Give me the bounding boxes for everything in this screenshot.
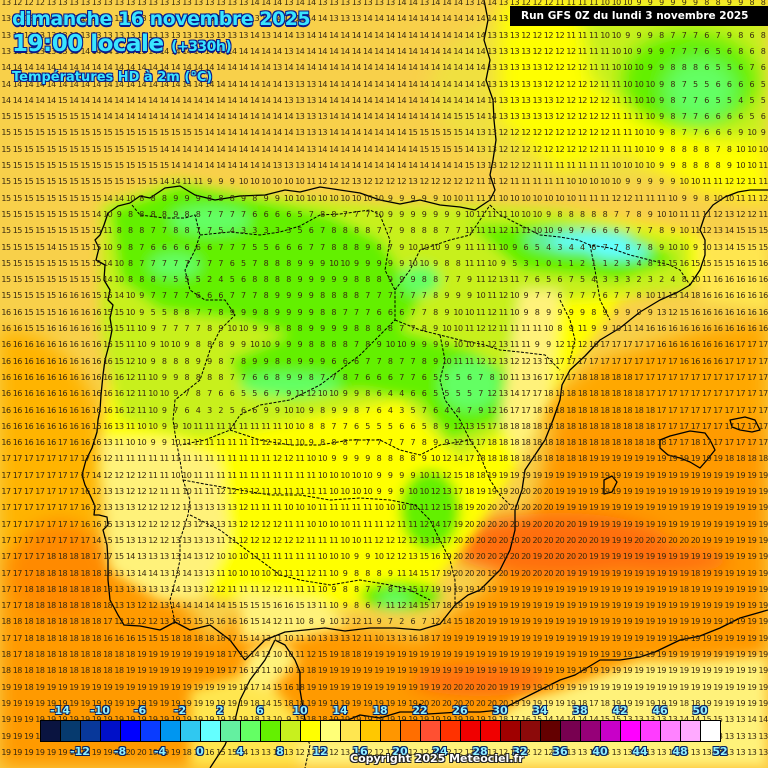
colorbar-swatch bbox=[601, 721, 621, 741]
colorbar-swatch bbox=[241, 721, 261, 741]
colorbar-swatch bbox=[341, 721, 361, 741]
colorbar-top-label: 34 bbox=[525, 704, 555, 717]
colorbar-bottom-label: 40 bbox=[585, 745, 615, 758]
internal-region-9 bbox=[559, 299, 576, 361]
colorbar-swatch bbox=[461, 721, 481, 741]
colorbar-swatch bbox=[541, 721, 561, 741]
colorbar-swatch bbox=[481, 721, 501, 741]
northeast-cool-field bbox=[500, 0, 768, 200]
colorbar-bottom-label: 0 bbox=[185, 745, 215, 758]
colorbar-bottom-label: 32 bbox=[505, 745, 535, 758]
colorbar-swatch bbox=[181, 721, 201, 741]
internal-region-4 bbox=[394, 204, 491, 291]
colorbar-bottom-label: -12 bbox=[65, 745, 95, 758]
colorbar-top-label: 6 bbox=[245, 704, 275, 717]
colorbar-swatch bbox=[301, 721, 321, 741]
colorbar-swatch bbox=[61, 721, 81, 741]
morocco-algeria-border bbox=[299, 719, 311, 768]
internal-region-10 bbox=[589, 244, 611, 321]
colorbar-bottom-label: 4 bbox=[225, 745, 255, 758]
colorbar-swatch bbox=[641, 721, 661, 741]
temperature-colorbar bbox=[40, 720, 721, 742]
colorbar-top-label: 42 bbox=[605, 704, 635, 717]
colorbar-swatch bbox=[261, 721, 281, 741]
colorbar-top-label: -14 bbox=[45, 704, 75, 717]
internal-region-8 bbox=[189, 514, 431, 601]
mallorca-island bbox=[659, 430, 716, 469]
morocco-atlantic-coastline bbox=[209, 639, 276, 768]
colorbar-top-label: 18 bbox=[365, 704, 395, 717]
forecast-date: dimanche 16 novembre 2025 bbox=[12, 8, 311, 30]
copyright: Copyright 2025 Meteociel.fr bbox=[350, 752, 524, 765]
colorbar-bottom-label: 8 bbox=[265, 745, 295, 758]
colorbar-top-label: 38 bbox=[565, 704, 595, 717]
colorbar-swatch bbox=[101, 721, 121, 741]
colorbar-swatch bbox=[81, 721, 101, 741]
andalusia-coastline bbox=[244, 291, 679, 661]
colorbar-swatch bbox=[521, 721, 541, 741]
colorbar-swatch bbox=[581, 721, 601, 741]
colorbar-bottom-label: 12 bbox=[305, 745, 335, 758]
colorbar-top-label: 26 bbox=[445, 704, 475, 717]
colorbar-swatch bbox=[121, 721, 141, 741]
colorbar-bottom-label: 52 bbox=[705, 745, 735, 758]
internal-region-2 bbox=[179, 214, 396, 446]
colorbar-bottom-label: 16 bbox=[345, 745, 375, 758]
colorbar-swatch bbox=[221, 721, 241, 741]
colorbar-bottom-label: 48 bbox=[665, 745, 695, 758]
internal-region-5 bbox=[439, 334, 511, 506]
colorbar-swatch bbox=[361, 721, 381, 741]
colorbar-swatch bbox=[661, 721, 681, 741]
colorbar-swatch bbox=[281, 721, 301, 741]
colorbar-bottom-label: 24 bbox=[425, 745, 455, 758]
forecast-lead-time: (+330h) bbox=[171, 39, 232, 55]
forecast-time: 19:00 locale (+330h) bbox=[12, 31, 232, 57]
colorbar-swatch bbox=[381, 721, 401, 741]
colorbar-swatch bbox=[621, 721, 641, 741]
borders bbox=[131, 204, 691, 768]
colorbar-swatch bbox=[401, 721, 421, 741]
colorbar-swatch bbox=[421, 721, 441, 741]
colorbar-top-label: 22 bbox=[405, 704, 435, 717]
colorbar-swatch bbox=[321, 721, 341, 741]
internal-region-7 bbox=[182, 479, 456, 605]
portugal-spain-border bbox=[131, 204, 236, 623]
colorbar-swatch bbox=[501, 721, 521, 741]
menorca-island bbox=[729, 416, 761, 433]
iberia-coastline bbox=[129, 0, 497, 211]
colorbar-swatch bbox=[141, 721, 161, 741]
colorbar-swatch bbox=[701, 721, 720, 741]
ibiza-island bbox=[603, 475, 618, 495]
internal-region-1 bbox=[199, 209, 381, 236]
colorbar-swatch bbox=[201, 721, 221, 741]
internal-region-3 bbox=[394, 319, 561, 371]
colorbar-swatch bbox=[161, 721, 181, 741]
colorbar-swatch bbox=[681, 721, 701, 741]
colorbar-top-label: -10 bbox=[85, 704, 115, 717]
forecast-local-time: 19:00 locale bbox=[12, 31, 164, 57]
colorbar-bottom-label: 28 bbox=[465, 745, 495, 758]
colorbar-top-label: -6 bbox=[125, 704, 155, 717]
colorbar-top-label: 14 bbox=[325, 704, 355, 717]
colorbar-top-label: 30 bbox=[485, 704, 515, 717]
internal-region-6 bbox=[229, 429, 471, 456]
colorbar-top-label: 46 bbox=[645, 704, 675, 717]
galicia-portugal-coastline bbox=[81, 202, 246, 661]
colorbar-swatch bbox=[561, 721, 581, 741]
colorbar-bottom-label: -4 bbox=[145, 745, 175, 758]
colorbar-swatch bbox=[41, 721, 61, 741]
colorbar-bottom-label: 36 bbox=[545, 745, 575, 758]
colorbar-top-label: 10 bbox=[285, 704, 315, 717]
colorbar-bottom-label: -8 bbox=[105, 745, 135, 758]
france-med-coastline bbox=[677, 189, 768, 293]
model-run-label: Run GFS 0Z du lundi 3 novembre 2025 bbox=[510, 6, 768, 26]
colorbar-top-label: 50 bbox=[685, 704, 715, 717]
colorbar-top-label: 2 bbox=[205, 704, 235, 717]
colorbar-swatch bbox=[441, 721, 461, 741]
colorbar-bottom-label: 44 bbox=[625, 745, 655, 758]
colorbar-top-label: -2 bbox=[165, 704, 195, 717]
field-title: Températures HD à 2m (°C) bbox=[12, 70, 212, 85]
colorbar-bottom-label: 20 bbox=[385, 745, 415, 758]
